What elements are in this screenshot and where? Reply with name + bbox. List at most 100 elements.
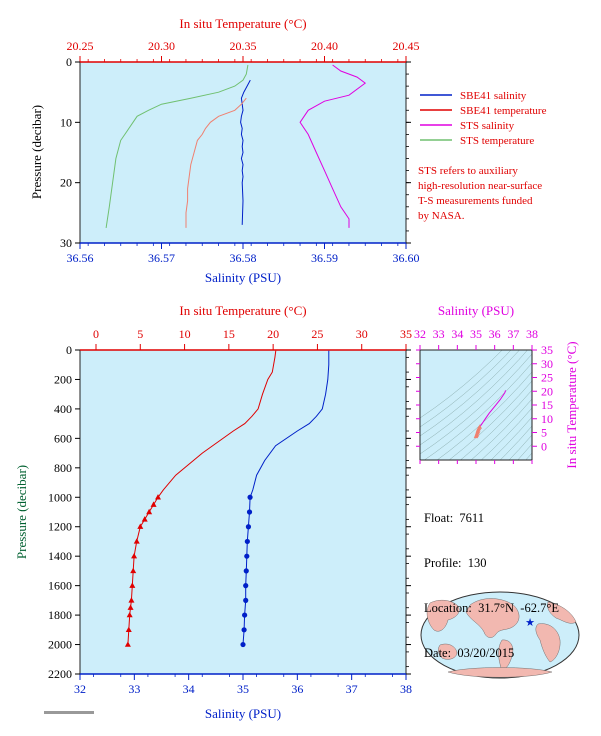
world-map-antarctica <box>447 667 553 678</box>
float-info: Float: 7611 Profile: 130 Location: 31.7°… <box>424 481 559 676</box>
main-salinity-point <box>244 538 250 545</box>
main-salinity-point <box>240 641 246 648</box>
top-sal-tick-label: 36.59 <box>311 251 338 265</box>
date-label: Date: <box>424 646 452 660</box>
main-salinity-line <box>242 350 330 645</box>
ts-sal-tick-label: 32 <box>414 327 426 341</box>
world-map-australia <box>438 643 458 660</box>
top-temp-tick-label: 20.45 <box>393 39 420 53</box>
main-temperature-point <box>133 538 140 544</box>
main-salinity-point <box>241 627 247 633</box>
main-sal-tick-label: 32 <box>74 682 86 696</box>
main-temp-tick-label: 15 <box>223 327 235 341</box>
top-series-line-2 <box>299 64 367 228</box>
footer-mark <box>44 711 94 714</box>
main-salinity-point <box>245 524 252 530</box>
main-pres-tick-label: 400 <box>54 402 72 416</box>
world-map-ocean <box>420 591 580 679</box>
world-map-south-america <box>498 639 514 670</box>
sts-note-line-4: by NASA. <box>418 210 465 222</box>
ts-sal-tick-label: 33 <box>433 327 445 341</box>
top-panel-temperature-axis-title: In situ Temperature (°C) <box>179 16 306 31</box>
main-salinity-point <box>243 568 249 574</box>
ts-temp-tick-label: 20 <box>541 384 553 398</box>
main-pres-tick-label: 1400 <box>48 549 72 563</box>
main-pres-tick-label: 0 <box>66 343 72 357</box>
location-label: Location: <box>424 601 472 615</box>
ts-isoline <box>470 398 532 460</box>
float-location-marker: ★ <box>525 616 535 629</box>
ts-isoline <box>420 353 532 455</box>
date-value: 03/20/2015 <box>457 646 515 660</box>
main-pres-tick-label: 800 <box>54 461 72 475</box>
main-sal-tick-label: 35 <box>237 682 249 696</box>
ts-isoline <box>436 371 532 460</box>
ts-temp-tick-label: 30 <box>541 357 553 371</box>
main-temp-tick-label: 25 <box>311 327 323 341</box>
main-temp-tick-label: 20 <box>267 327 279 341</box>
float-info-location: Location: 31.7°N -62.7°E <box>424 601 559 616</box>
top-pres-tick-label: 20 <box>60 176 72 190</box>
ts-isoline <box>420 350 503 419</box>
ts-sal-tick-label: 36 <box>489 327 501 341</box>
main-temperature-point <box>127 604 134 610</box>
top-series-line-3 <box>105 64 249 228</box>
legend-label-3: STS temperature <box>460 135 534 147</box>
main-temperature-point <box>150 501 157 507</box>
ts-isoline <box>420 350 520 437</box>
main-panel-salinity-axis-title: Salinity (PSU) <box>205 706 281 721</box>
ts-isoline <box>460 389 532 460</box>
ts-temp-tick-label: 35 <box>541 343 553 357</box>
top-panel-series <box>105 64 367 228</box>
legend-label-2: STS salinity <box>460 120 515 132</box>
main-temp-tick-label: 10 <box>179 327 191 341</box>
ts-sal-tick-label: 37 <box>507 327 519 341</box>
main-temperature-point <box>131 552 138 559</box>
ts-temp-tick-label: 5 <box>541 426 547 440</box>
top-pres-tick-label: 30 <box>60 236 72 250</box>
main-panel-temperature-axis-title: In situ Temperature (°C) <box>179 303 306 318</box>
top-temp-tick-label: 20.30 <box>148 39 175 53</box>
main-salinity-point <box>247 494 253 500</box>
main-pres-tick-label: 2200 <box>48 667 72 681</box>
top-pres-tick-label: 10 <box>60 115 72 129</box>
top-pres-tick-label: 0 <box>66 55 72 69</box>
main-panel-series <box>124 350 330 648</box>
main-pres-tick-label: 1600 <box>48 579 72 593</box>
main-temp-tick-label: 5 <box>137 327 143 341</box>
ts-sal-tick-label: 34 <box>451 327 463 341</box>
top-temp-tick-label: 20.35 <box>230 39 257 53</box>
ts-isoline <box>490 416 532 460</box>
top-sal-tick-label: 36.56 <box>67 251 94 265</box>
world-map-africa <box>535 623 561 663</box>
main-pres-tick-label: 600 <box>54 431 72 445</box>
ts-panel-temperature-axis-title: In situ Temperature (°C) <box>564 341 579 468</box>
ts-temp-tick-label: 0 <box>541 439 547 453</box>
main-salinity-point <box>243 597 249 603</box>
float-info-profile: Profile: 130 <box>424 556 559 571</box>
ts-isoline <box>499 425 532 460</box>
float-info-date: Date: 03/20/2015 <box>424 646 559 661</box>
main-salinity-point <box>244 553 250 559</box>
top-panel-legend: SBE41 salinity SBE41 temperature STS salin… <box>420 90 547 147</box>
ts-panel-series <box>473 390 506 439</box>
main-pres-tick-label: 200 <box>54 372 72 386</box>
ts-sal-tick-label: 38 <box>526 327 538 341</box>
main-temperature-point <box>141 516 148 522</box>
profile-value: 130 <box>467 556 487 570</box>
float-label: Float: <box>424 511 454 525</box>
main-sal-tick-label: 38 <box>400 682 412 696</box>
main-panel: 0 5 10 15 20 25 30 35 32 33 34 35 36 37 38 0 200 400 600 80… <box>14 303 412 721</box>
main-panel-plot-area <box>79 349 407 675</box>
ts-panel-density-isolines <box>420 350 532 460</box>
top-sal-tick-label: 36.60 <box>393 251 420 265</box>
top-series-line-1 <box>185 97 247 228</box>
world-map-north-america <box>465 598 520 638</box>
top-panel-pressure-axis-title: Pressure (decibar) <box>29 105 44 199</box>
main-temperature-point <box>146 508 153 515</box>
ts-isoline <box>517 443 532 460</box>
top-series-line-0 <box>240 79 251 225</box>
main-temp-tick-label: 0 <box>93 327 99 341</box>
